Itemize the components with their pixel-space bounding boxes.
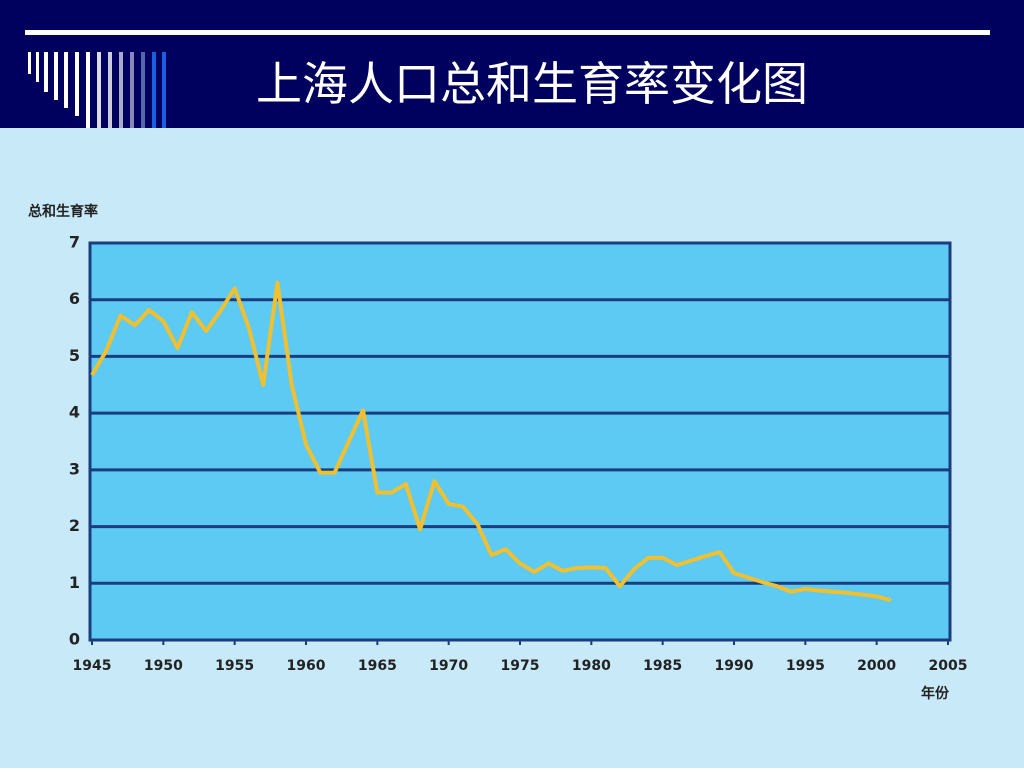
y-axis-label: 总和生育率 <box>28 203 98 220</box>
x-tick-label: 1970 <box>429 658 468 674</box>
chart-title: 上海人口总和生育率变化图 <box>256 57 808 111</box>
header-rule <box>25 30 990 35</box>
x-tick-label: 1985 <box>643 658 682 674</box>
y-tick-label: 3 <box>69 459 80 478</box>
x-tick-label: 1975 <box>501 658 540 674</box>
x-tick-label: 1955 <box>215 658 254 674</box>
x-axis-label: 年份 <box>921 685 950 702</box>
y-tick-label: 2 <box>69 516 80 535</box>
stripes <box>28 52 166 128</box>
y-tick-label: 5 <box>69 346 80 365</box>
y-tick-label: 1 <box>69 573 80 592</box>
x-tick-label: 2000 <box>857 658 896 674</box>
x-tick-label: 1950 <box>144 658 183 674</box>
data-line <box>90 280 892 603</box>
x-tick-label: 1980 <box>572 658 611 674</box>
x-tick-label: 1965 <box>358 658 397 674</box>
x-tick-label: 1990 <box>715 658 754 674</box>
x-tick-label: 1960 <box>287 658 326 674</box>
x-tick-label: 1995 <box>786 658 825 674</box>
y-tick-label: 6 <box>69 289 80 308</box>
y-tick-label: 4 <box>69 403 80 422</box>
y-tick-label: 7 <box>69 233 80 252</box>
y-tick-label: 0 <box>69 630 80 649</box>
plot-area <box>88 241 952 642</box>
header <box>0 0 1024 128</box>
x-tick-label: 1945 <box>73 658 112 674</box>
x-tick-label: 2005 <box>929 658 968 674</box>
